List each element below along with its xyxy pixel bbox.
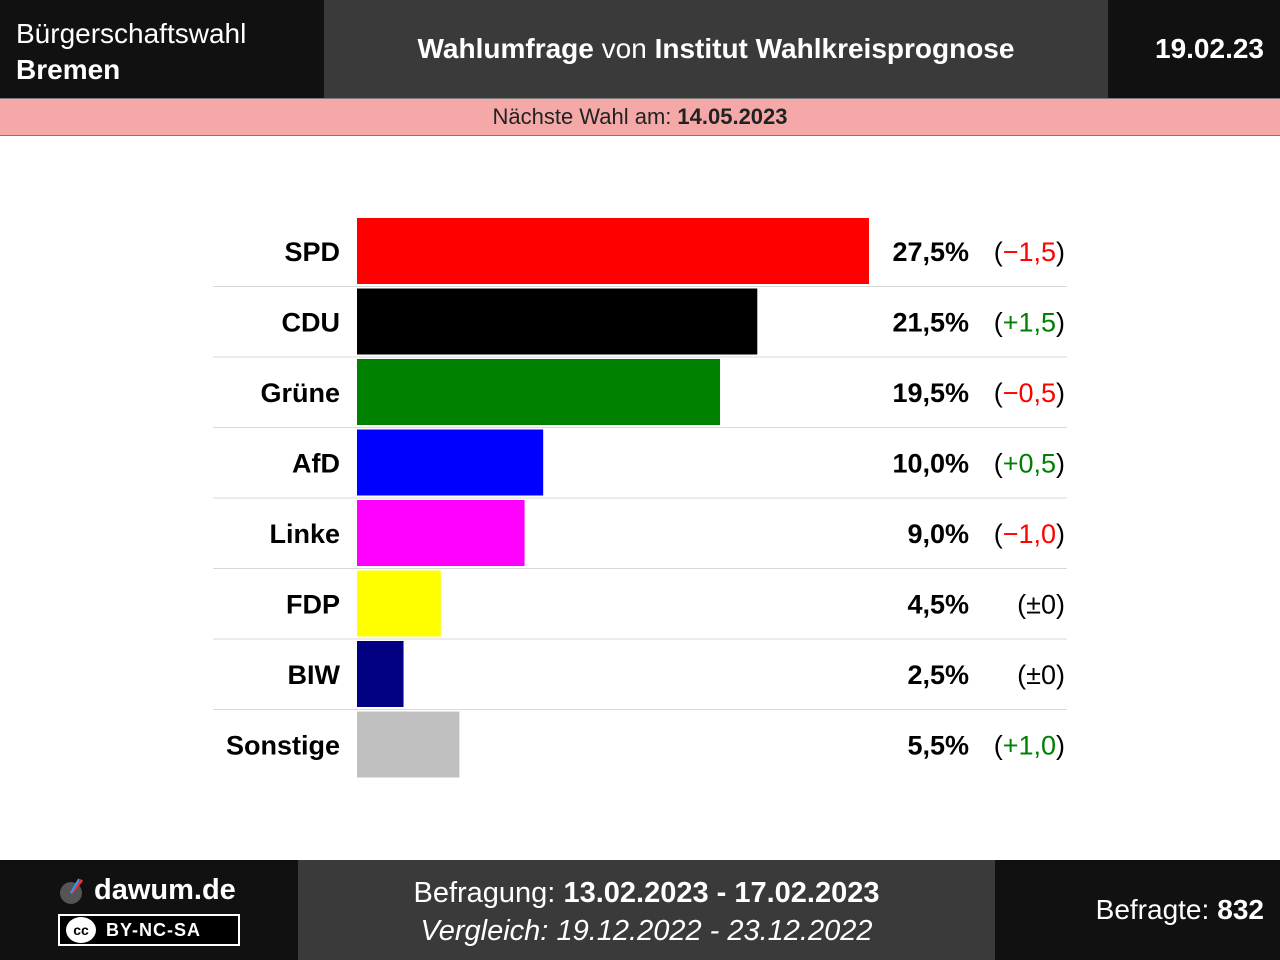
value-label-fdp: 4,5%	[907, 590, 969, 620]
party-label-sonstige: Sonstige	[226, 731, 340, 761]
next-election-label: Nächste Wahl am:	[492, 104, 672, 129]
change-label-spd: (−1,5)	[994, 237, 1065, 267]
institute-name: Institut Wahlkreisprognose	[654, 33, 1015, 64]
respondents-count: 832	[1217, 894, 1264, 925]
value-label-afd: 10,0%	[892, 449, 969, 479]
poll-date: 19.02.23	[1108, 0, 1280, 98]
bar-spd	[357, 218, 869, 284]
next-election-date: 14.05.2023	[677, 104, 788, 129]
branding: dawum.de cc BY-NC-SA	[0, 860, 298, 960]
election-type: Bürgerschaftswahl	[16, 18, 247, 49]
party-label-fdp: FDP	[286, 590, 340, 620]
license-text: BY-NC-SA	[106, 919, 202, 940]
poll-title-von: von	[601, 33, 647, 64]
comparison-line: Vergleich: 19.12.2022 - 23.12.2022	[298, 912, 995, 950]
party-label-linke: Linke	[269, 519, 340, 549]
bar-row-cdu: CDU 21,5% (+1,5)	[213, 286, 1067, 355]
bar-fdp	[357, 570, 441, 637]
change-label-gr-ne: (−0,5)	[994, 378, 1065, 408]
election-info: Bürgerschaftswahl Bremen	[0, 0, 324, 98]
bar-biw	[357, 641, 404, 707]
respondents-label: Befragte:	[1095, 894, 1210, 925]
value-label-spd: 27,5%	[892, 237, 969, 267]
comparison-label: Vergleich:	[420, 915, 549, 947]
bar-row-gr-ne: Grüne 19,5% (−0,5)	[213, 356, 1067, 425]
footer: dawum.de cc BY-NC-SA Befragung: 13.02.20…	[0, 860, 1280, 960]
bar-sonstige	[357, 711, 460, 778]
comparison-period: 19.12.2022 - 23.12.2022	[556, 915, 873, 947]
change-label-afd: (+0,5)	[994, 449, 1065, 479]
cc-icon: cc	[66, 917, 96, 943]
change-label-biw: (±0)	[1017, 660, 1065, 690]
value-label-biw: 2,5%	[907, 660, 969, 690]
change-label-sonstige: (+1,0)	[994, 731, 1065, 761]
bar-row-biw: BIW 2,5% (±0)	[213, 638, 1067, 707]
bar-row-afd: AfD 10,0% (+0,5)	[213, 427, 1067, 496]
value-label-cdu: 21,5%	[892, 308, 969, 338]
bar-gr-ne	[357, 359, 721, 425]
party-label-biw: BIW	[288, 660, 341, 690]
change-label-linke: (−1,0)	[994, 519, 1065, 549]
change-label-cdu: (+1,5)	[994, 308, 1065, 338]
poll-title-main: Wahlumfrage	[417, 33, 594, 64]
region-name: Bremen	[16, 54, 121, 85]
party-label-spd: SPD	[284, 237, 340, 267]
party-label-cdu: CDU	[282, 308, 341, 338]
change-label-fdp: (±0)	[1017, 590, 1065, 620]
party-label-gr-ne: Grüne	[260, 378, 340, 408]
survey-info: Befragung: 13.02.2023 - 17.02.2023 Vergl…	[298, 860, 995, 960]
survey-period-line: Befragung: 13.02.2023 - 17.02.2023	[298, 874, 995, 912]
party-label-afd: AfD	[292, 449, 340, 479]
bar-row-sonstige: Sonstige 5,5% (+1,0)	[213, 709, 1067, 778]
bar-row-fdp: FDP 4,5% (±0)	[213, 568, 1067, 637]
header: Bürgerschaftswahl Bremen Wahlumfrage von…	[0, 0, 1280, 98]
site-name: dawum.de	[94, 874, 236, 906]
bar-linke	[357, 500, 525, 566]
survey-period: 13.02.2023 - 17.02.2023	[563, 877, 880, 909]
license-badge[interactable]: cc BY-NC-SA	[58, 914, 240, 946]
poll-title: Wahlumfrage von Institut Wahlkreisprogno…	[324, 0, 1108, 98]
respondents-info: Befragte: 832	[995, 860, 1280, 960]
bar-afd	[357, 429, 544, 496]
value-label-gr-ne: 19,5%	[892, 378, 969, 408]
bar-row-spd: SPD 27,5% (−1,5)	[284, 218, 1065, 284]
value-label-linke: 9,0%	[907, 519, 969, 549]
survey-label: Befragung:	[413, 877, 556, 909]
next-election-bar: Nächste Wahl am: 14.05.2023	[0, 98, 1280, 136]
gauge-icon	[60, 878, 84, 904]
bar-cdu	[357, 288, 758, 355]
site-logo[interactable]: dawum.de	[58, 874, 236, 907]
value-label-sonstige: 5,5%	[907, 731, 969, 761]
bar-row-linke: Linke 9,0% (−1,0)	[213, 497, 1067, 566]
